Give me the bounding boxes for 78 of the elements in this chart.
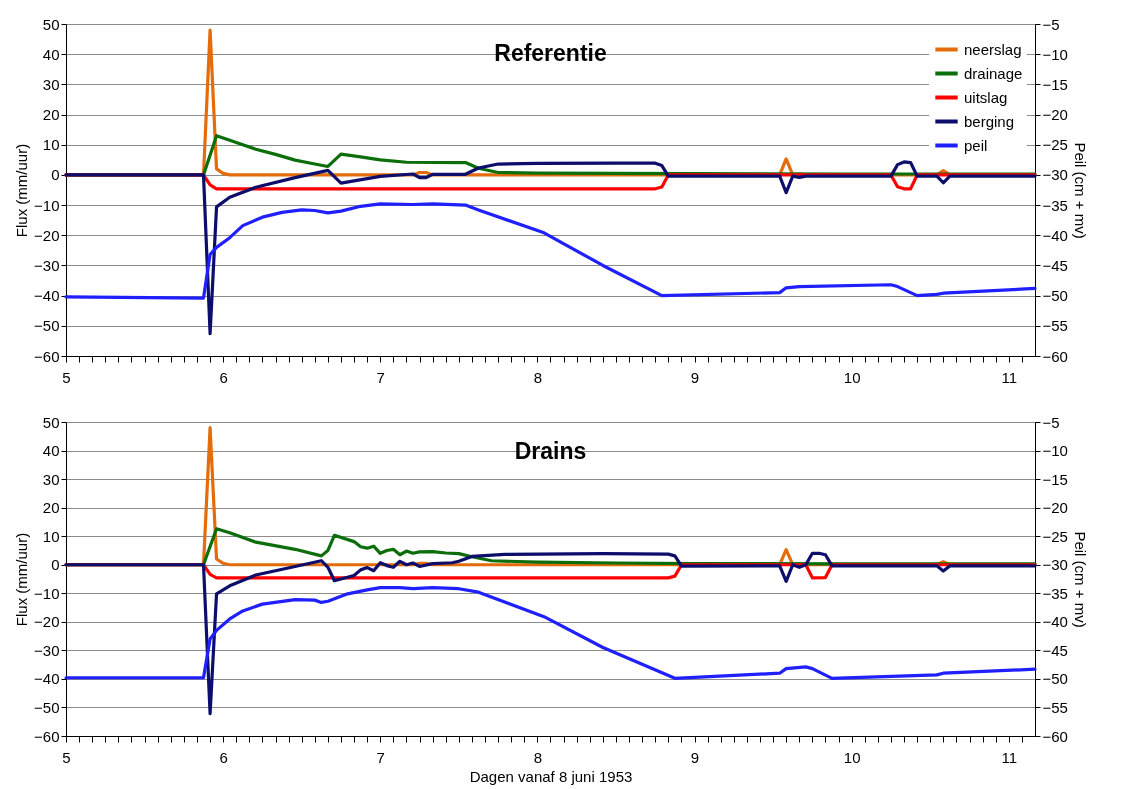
y-tick-label: 10 [42, 527, 60, 545]
x-axis-title: Dagen vanaf 8 juni 1953 [469, 767, 633, 785]
y2-tick-label: −45 [1042, 641, 1068, 659]
y-tick-label: −60 [34, 347, 60, 365]
x-tick-label: 11 [1001, 368, 1018, 386]
text: Referentie [494, 40, 607, 66]
y2-tick-label: −40 [1042, 613, 1068, 631]
y2-tick-label: −40 [1042, 226, 1068, 244]
y-tick-label: −30 [34, 641, 60, 659]
y-tick-label: −30 [34, 256, 60, 274]
y2-tick-label: −10 [1042, 442, 1068, 460]
x-tick-label: 7 [376, 368, 385, 386]
y2-tick-label: −25 [1042, 527, 1068, 545]
x-tick-label: 8 [533, 368, 543, 386]
line-series [64, 160, 1037, 336]
y2-tick-label: −60 [1042, 727, 1068, 745]
y2-tick-label: −45 [1042, 256, 1068, 274]
y2-tick-label: −5 [1042, 15, 1060, 33]
y2-tick-label: −60 [1042, 347, 1068, 365]
y-tick-label: 50 [42, 413, 60, 431]
y-tick-label: 30 [42, 75, 60, 93]
y2-tick-label: −30 [1042, 166, 1068, 184]
y2-tick-label: −20 [1042, 106, 1068, 124]
legend-label: peil [964, 136, 988, 154]
x-tick-label: 7 [376, 748, 385, 766]
y-axis-title: Flux (mm/uur) [13, 532, 31, 627]
y2-tick-label: −15 [1042, 75, 1068, 93]
line-series [64, 585, 1037, 680]
y-tick-label: −20 [34, 226, 60, 244]
y-tick-label: −40 [34, 287, 60, 305]
x-tick-label: 10 [843, 748, 861, 766]
y2-axis-title: Peil (cm + mv) [1071, 531, 1089, 628]
x-tick-label: 8 [533, 748, 543, 766]
legend-label: neerslag [964, 40, 1022, 58]
y-tick-label: −10 [34, 196, 60, 214]
x-tick-label: 5 [62, 748, 71, 766]
y-tick-label: 10 [42, 136, 60, 154]
legend-label: uitslag [964, 88, 1008, 106]
x-tick-label: 10 [843, 368, 861, 386]
y-tick-label: −20 [34, 613, 60, 631]
y-tick-label: −10 [34, 584, 60, 602]
y-tick-label: 30 [42, 470, 60, 488]
y2-tick-label: −5 [1042, 413, 1060, 431]
y2-tick-label: −35 [1042, 584, 1068, 602]
y2-tick-label: −15 [1042, 470, 1068, 488]
x-tick-label: 5 [62, 368, 71, 386]
y2-axis-title: Peil (cm + mv) [1071, 142, 1089, 239]
y2-tick-label: −55 [1042, 698, 1068, 716]
y-tick-label: 20 [42, 499, 60, 517]
y-axis-title: Flux (mm/uur) [13, 143, 31, 238]
y2-tick-label: −50 [1042, 287, 1068, 305]
y-tick-label: 0 [51, 556, 60, 574]
y2-tick-label: −50 [1042, 670, 1068, 688]
y-tick-label: −40 [34, 670, 60, 688]
y2-tick-label: −55 [1042, 317, 1068, 335]
y-tick-label: 40 [42, 45, 60, 63]
x-tick-label: 9 [690, 748, 700, 766]
y2-tick-label: −20 [1042, 499, 1068, 517]
y-tick-label: 0 [51, 166, 60, 184]
y-tick-label: 20 [42, 106, 60, 124]
x-tick-label: 9 [690, 368, 700, 386]
y-tick-label: −50 [34, 317, 60, 335]
legend-label: berging [964, 112, 1015, 130]
legend-label: drainage [964, 64, 1023, 82]
line-series [64, 551, 1037, 716]
x-tick-label: 6 [219, 748, 228, 766]
text: Drains [514, 438, 587, 464]
y2-tick-label: −35 [1042, 196, 1068, 214]
x-tick-label: 11 [1001, 748, 1018, 766]
y-tick-label: 40 [42, 442, 60, 460]
x-tick-label: 6 [219, 368, 228, 386]
y-tick-label: −50 [34, 698, 60, 716]
y2-tick-label: −10 [1042, 45, 1068, 63]
y-tick-label: −60 [34, 727, 60, 745]
line-series [64, 202, 1037, 300]
y2-tick-label: −30 [1042, 556, 1068, 574]
y2-tick-label: −25 [1042, 136, 1068, 154]
y-tick-label: 50 [42, 15, 60, 33]
